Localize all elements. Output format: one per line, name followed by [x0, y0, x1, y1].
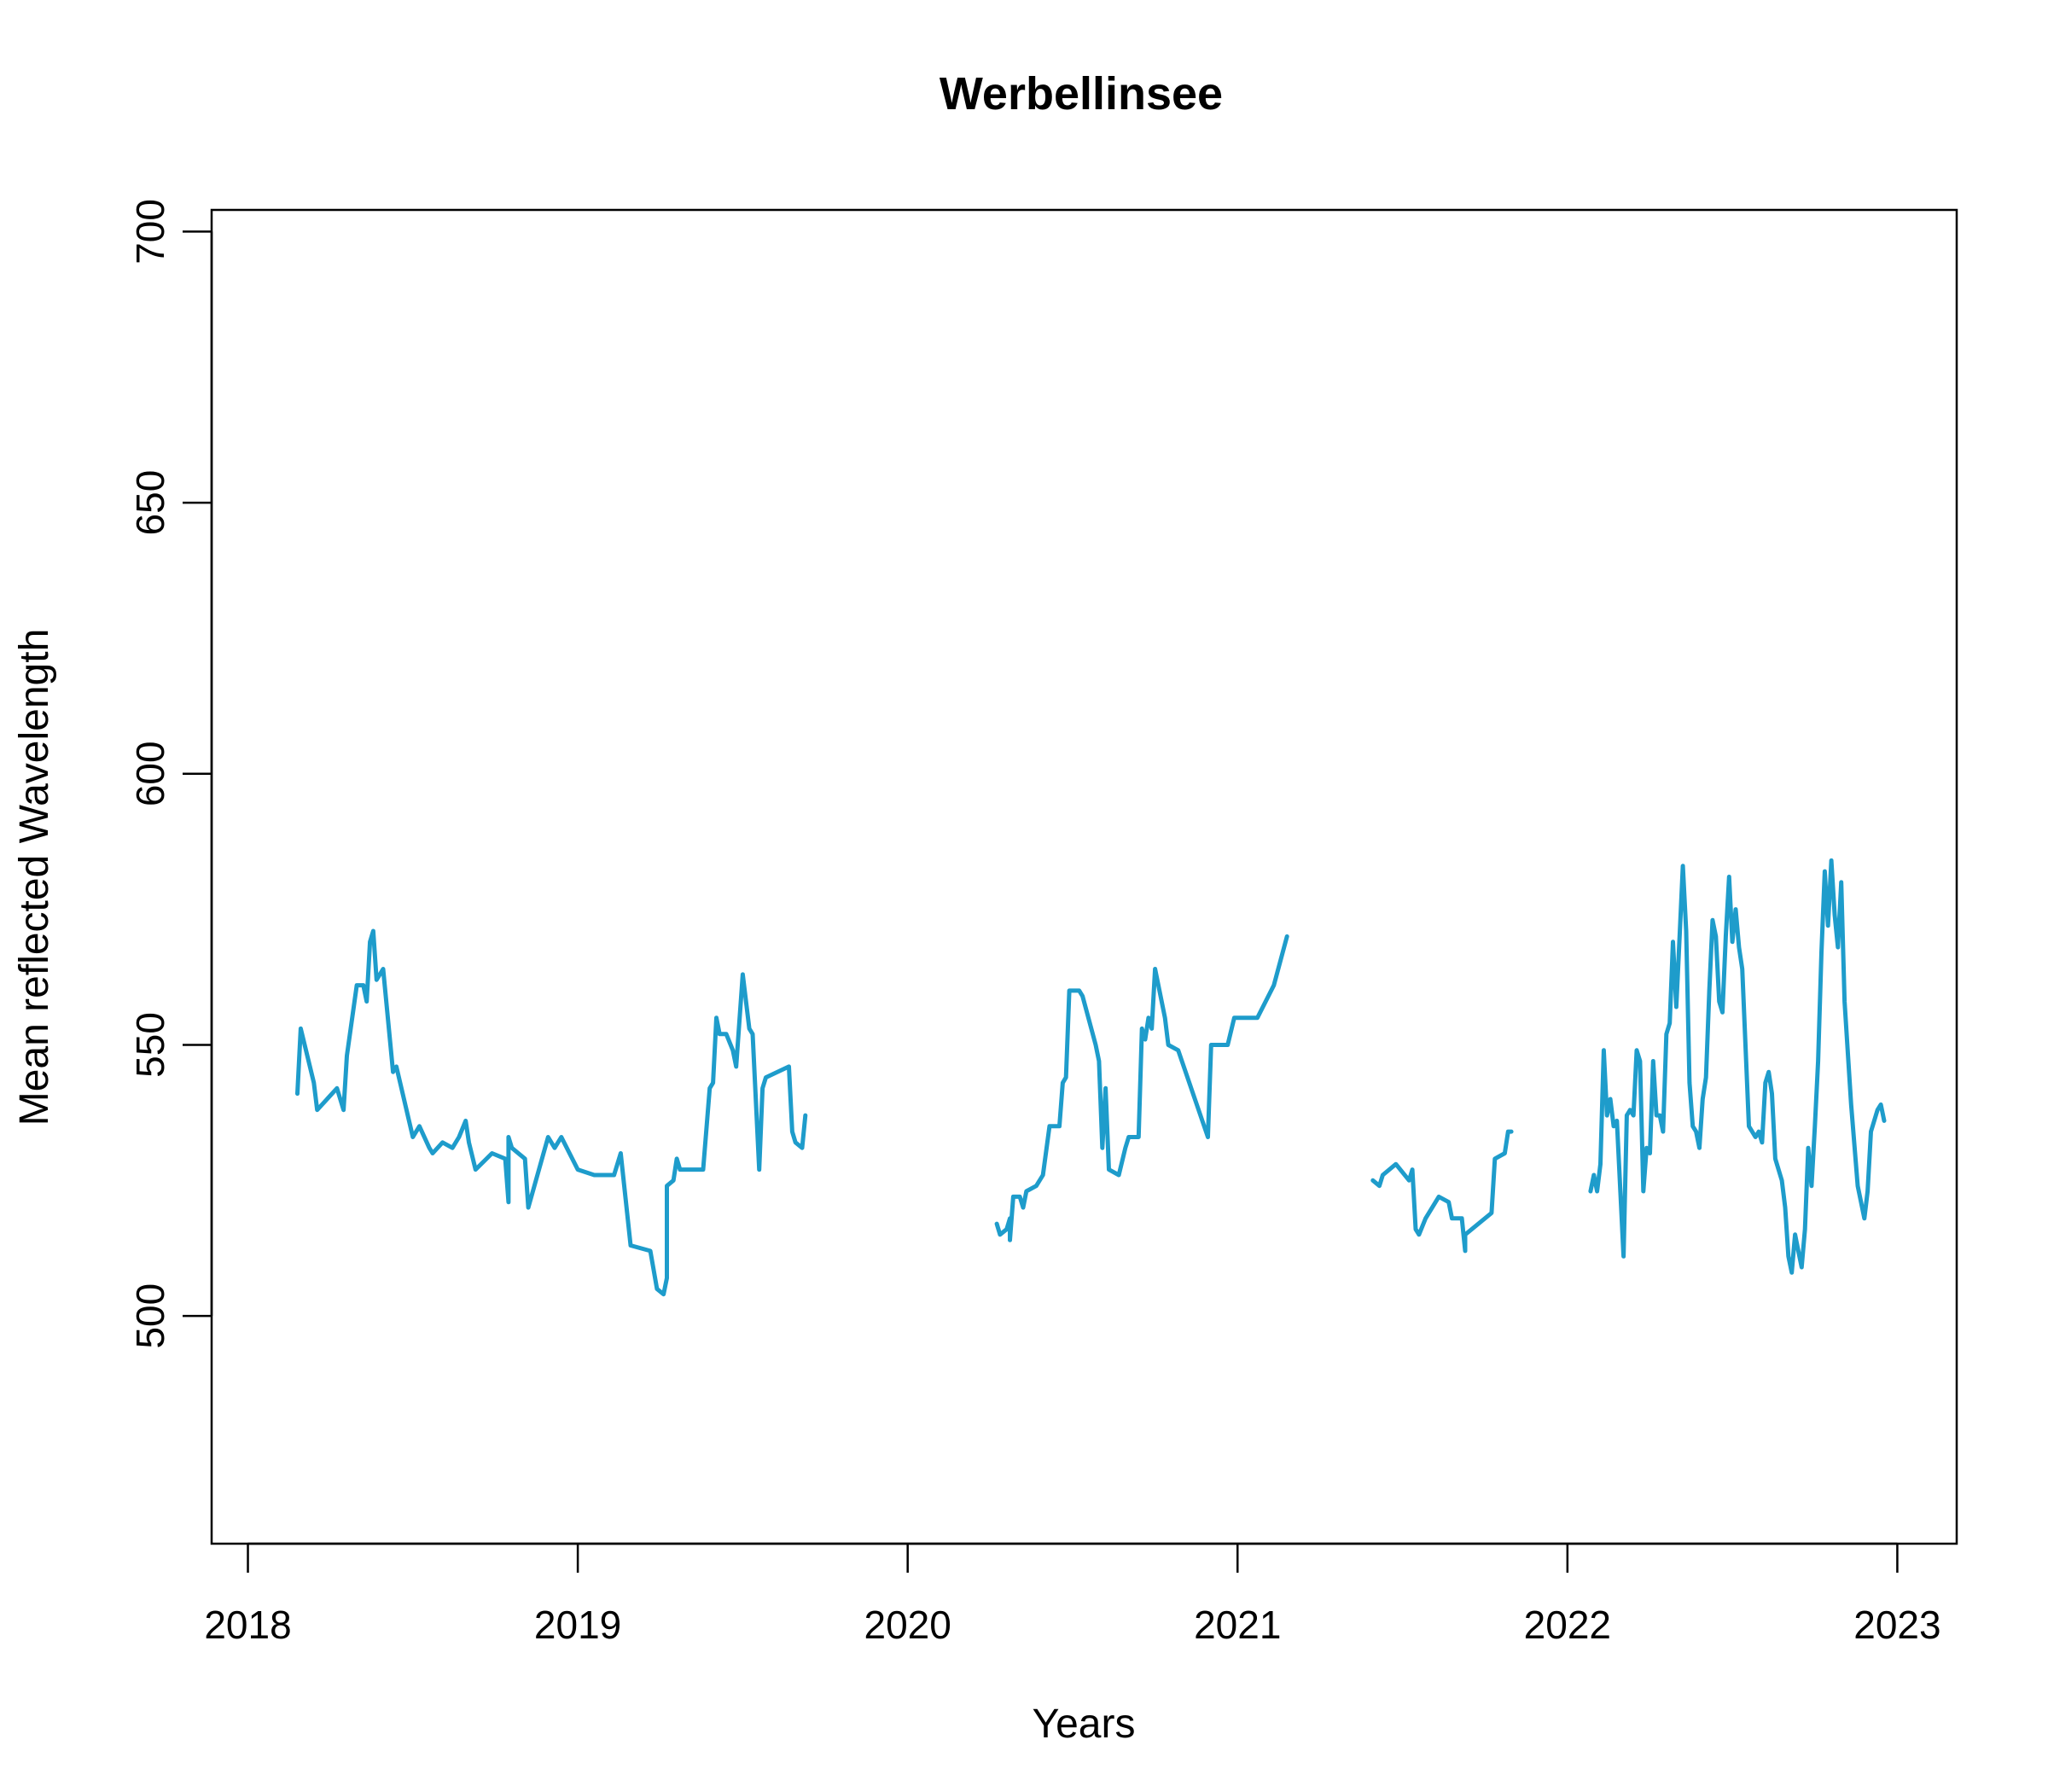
y-axis: 500 550 600 650 700 — [128, 199, 213, 1349]
y-axis-label: Mean reflected Wavelength — [12, 629, 57, 1126]
series-line-segment — [1588, 858, 1887, 1275]
y-tick-label: 700 — [128, 199, 172, 265]
x-tick-label: 2023 — [1853, 1603, 1940, 1647]
x-axis: 2018 2019 2020 2021 2022 2023 — [204, 1542, 1941, 1647]
x-tick-label: 2018 — [204, 1603, 291, 1647]
x-tick-label: 2021 — [1194, 1603, 1281, 1647]
chart-title: Werbellinsee — [940, 68, 1223, 119]
y-tick-label: 650 — [128, 470, 172, 536]
y-tick-label: 600 — [128, 741, 172, 806]
x-axis-label: Years — [1033, 1702, 1136, 1747]
data-layer — [295, 858, 1887, 1297]
y-tick-label: 550 — [128, 1012, 172, 1078]
x-tick-label: 2020 — [864, 1603, 951, 1647]
series-line-segment — [295, 928, 808, 1297]
y-tick-label: 500 — [128, 1283, 172, 1349]
series-line-segment — [1370, 1129, 1514, 1254]
series-line-segment — [994, 934, 1289, 1242]
x-tick-label: 2019 — [534, 1603, 621, 1647]
x-tick-label: 2022 — [1524, 1603, 1611, 1647]
